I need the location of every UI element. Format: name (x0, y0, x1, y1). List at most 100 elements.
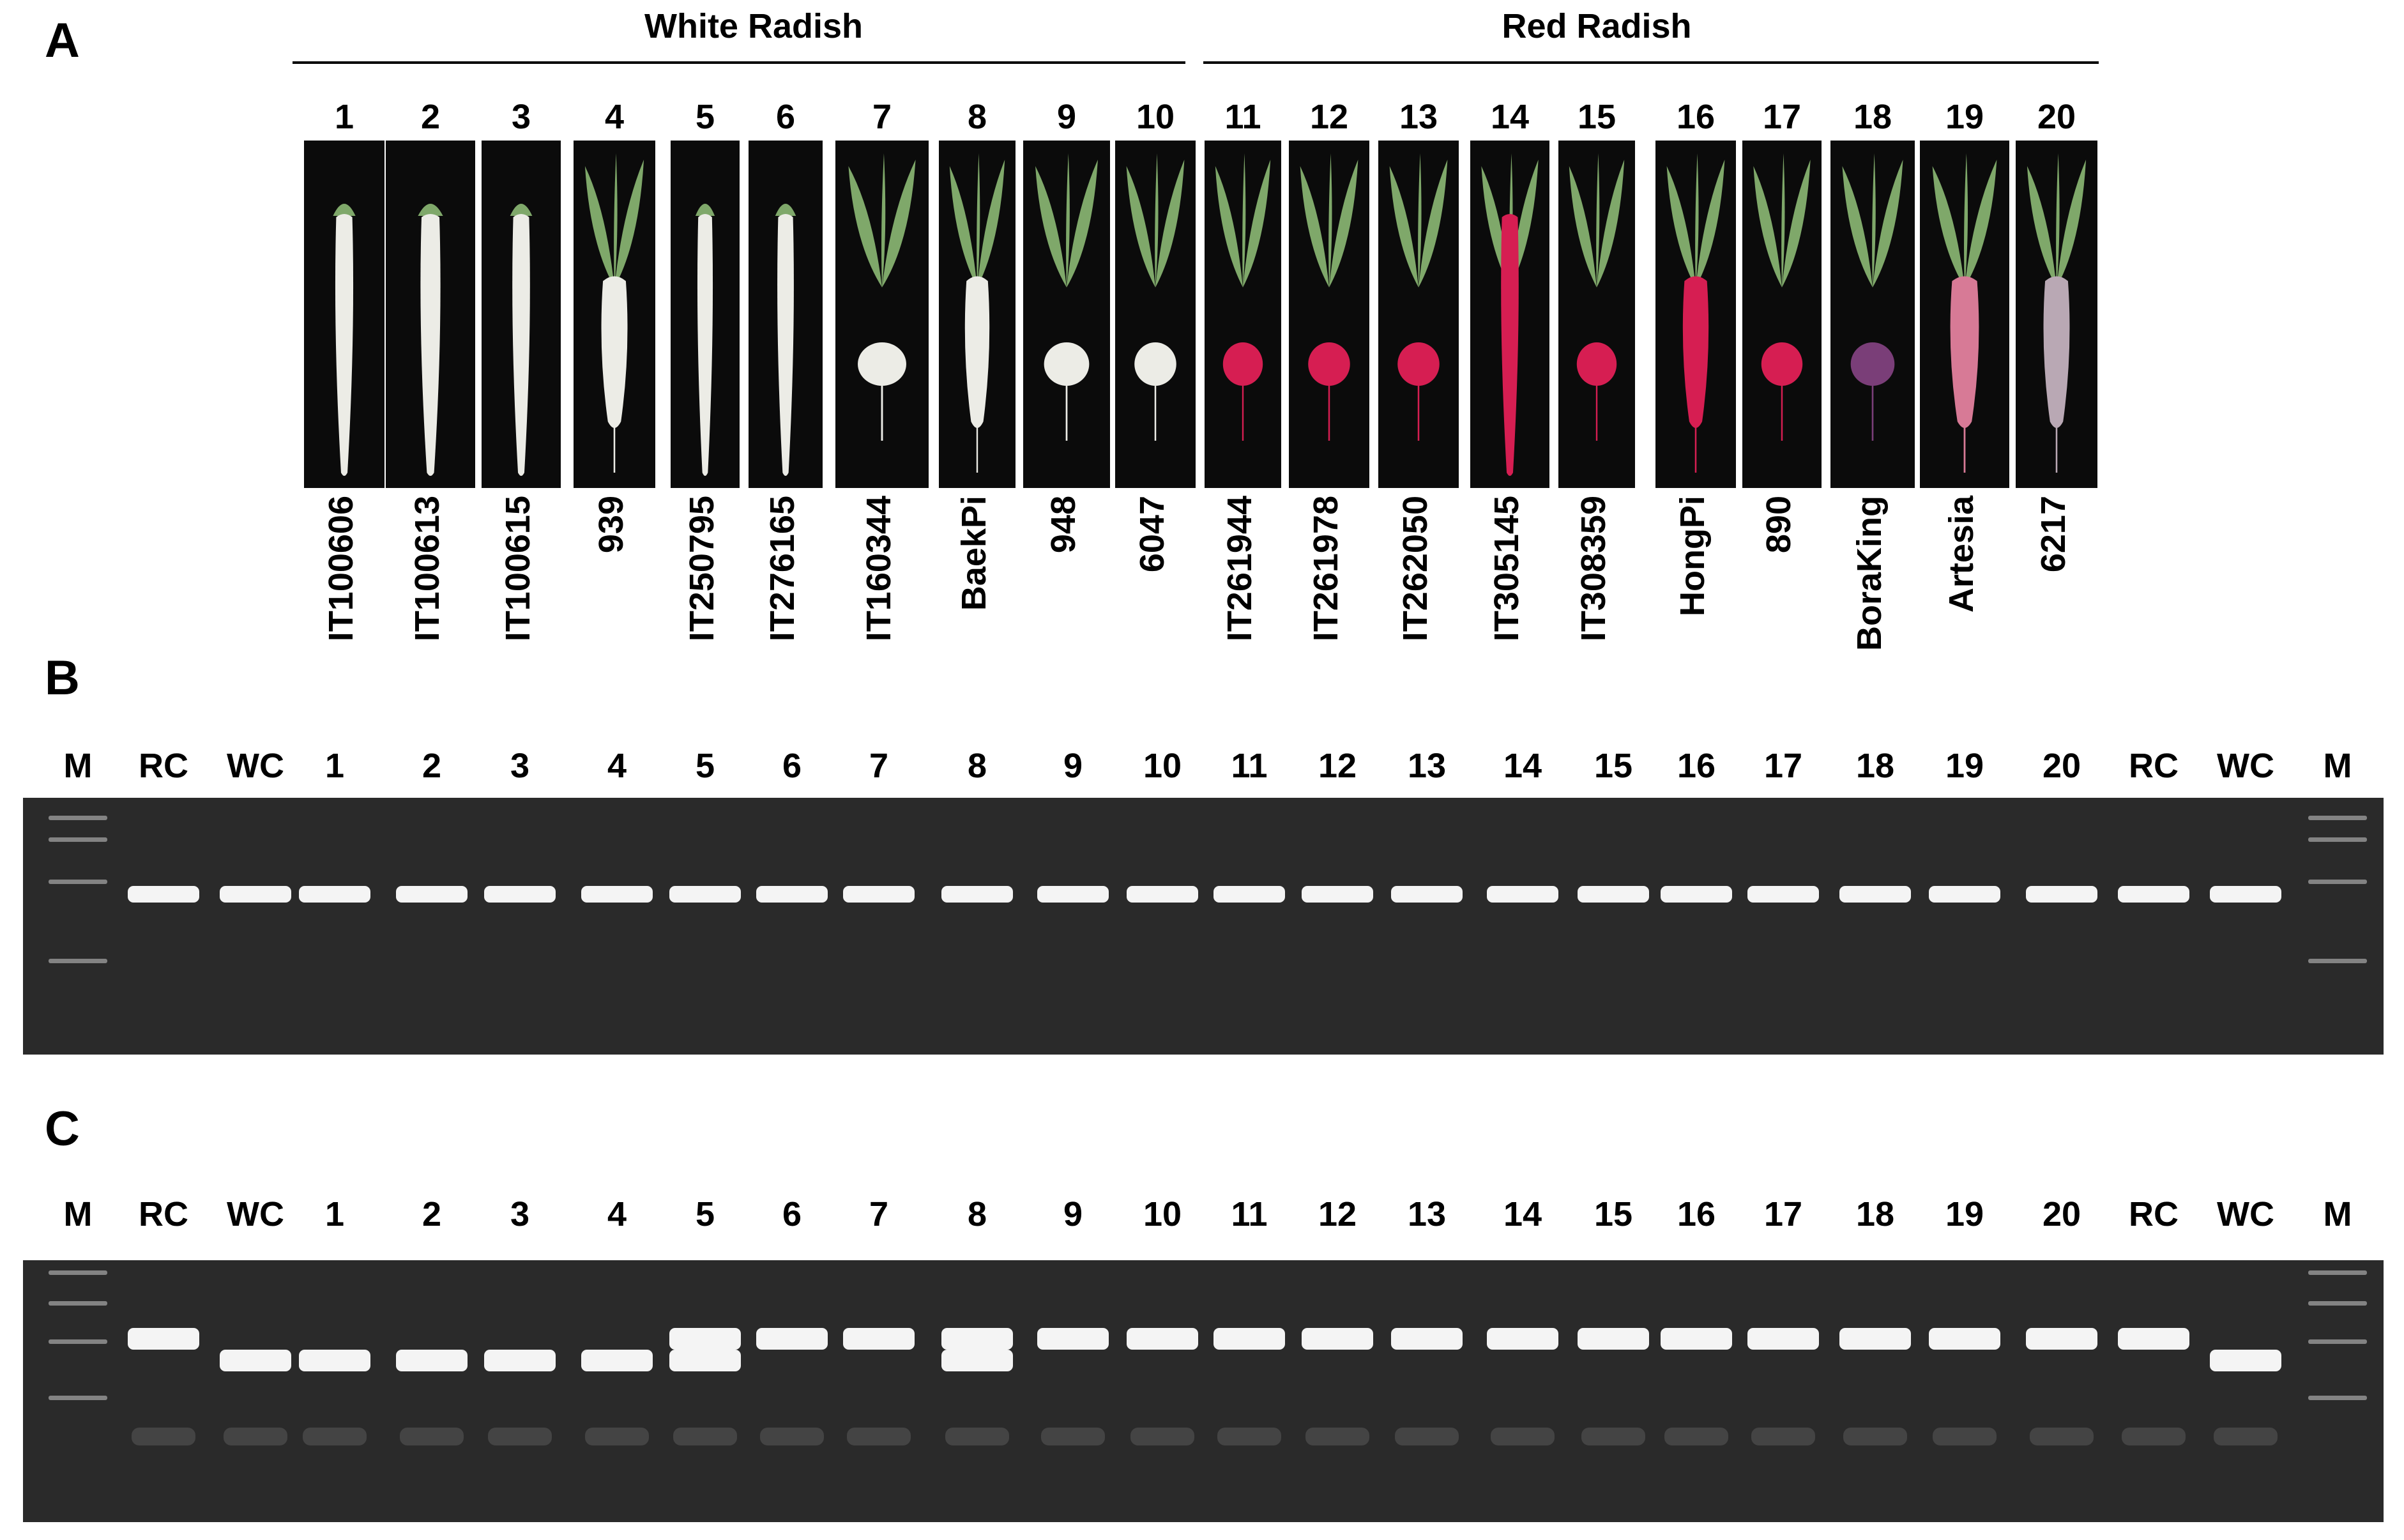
lane-label: 17 (1763, 1195, 1803, 1233)
lane-label: 15 (1594, 747, 1633, 785)
lane-label: 11 (1231, 747, 1268, 785)
sample-number: 14 (1490, 98, 1530, 136)
ladder-band (2308, 1270, 2367, 1275)
ladder-band (49, 837, 107, 842)
lane-label: 8 (967, 747, 987, 785)
pcr-band-upper (2026, 1328, 2097, 1350)
gel-c-image (23, 1260, 2384, 1522)
sample-number: 2 (420, 98, 441, 136)
lane-label: M (63, 747, 93, 785)
pcr-band-upper (1213, 1328, 1285, 1350)
pcr-band-upper (1302, 886, 1373, 903)
pcr-band-lower (299, 1350, 370, 1371)
pcr-band-upper (2118, 1328, 2189, 1350)
lane-label: 12 (1318, 1195, 1357, 1233)
sample-name: IT262050 (1396, 496, 1438, 687)
pcr-band-upper (941, 1328, 1013, 1350)
sample-name: IT100615 (499, 496, 540, 687)
ladder-band (2308, 1301, 2367, 1306)
lane-label: 15 (1594, 1195, 1633, 1233)
pcr-band-lower (484, 1350, 556, 1371)
sample-name: 6047 (1133, 496, 1175, 687)
lane-label: 19 (1945, 1195, 1984, 1233)
sample-number: 3 (511, 98, 531, 136)
pcr-band-lower (669, 1350, 741, 1371)
primer-dimer-smear (1217, 1428, 1281, 1445)
sample-name-text: 890 (1760, 496, 1798, 554)
lane-label: M (2323, 747, 2352, 785)
sample-name-text: BaekPi (955, 496, 993, 611)
pcr-band-upper (1391, 1328, 1463, 1350)
primer-dimer-smear (1843, 1428, 1907, 1445)
radish-photo (1742, 141, 1822, 488)
pcr-band-upper (1302, 1328, 1373, 1350)
pcr-band-upper (1037, 886, 1109, 903)
pcr-band-upper (581, 886, 653, 903)
sample-name: IT160344 (860, 496, 901, 687)
primer-dimer-smear (945, 1428, 1009, 1445)
primer-dimer-smear (1041, 1428, 1105, 1445)
pcr-band-upper (484, 886, 556, 903)
gel-c-svg (23, 1260, 2384, 1522)
sample-name: 6217 (2034, 496, 2076, 687)
pcr-band-upper (1578, 886, 1649, 903)
primer-dimer-smear (2122, 1428, 2186, 1445)
lane-label: 1 (324, 1195, 345, 1233)
pcr-band-upper (1839, 886, 1911, 903)
sample-name: IT261978 (1307, 496, 1348, 687)
lane-label: 1 (324, 747, 345, 785)
sample-number: 1 (334, 98, 354, 136)
white-radish-label: White Radish (644, 7, 863, 45)
radish-photo (574, 141, 655, 488)
lane-label: 4 (607, 747, 627, 785)
ladder-band (49, 880, 107, 884)
primer-dimer-smear (760, 1428, 824, 1445)
primer-dimer-smear (488, 1428, 552, 1445)
pcr-band-lower (2210, 1350, 2281, 1371)
primer-dimer-smear (1664, 1428, 1728, 1445)
lane-label: 6 (782, 1195, 802, 1233)
lane-label: 9 (1063, 1195, 1083, 1233)
sample-name-text: BoraKing (1850, 496, 1889, 651)
lane-label: 3 (510, 747, 530, 785)
sample-name-text: 939 (592, 496, 630, 554)
sample-number: 9 (1056, 98, 1077, 136)
pcr-band-upper (2118, 886, 2189, 903)
radish-photo (1655, 141, 1736, 488)
sample-name: IT261944 (1221, 496, 1262, 687)
radish-photo (749, 141, 823, 488)
primer-dimer-smear (224, 1428, 287, 1445)
lane-label: 9 (1063, 747, 1083, 785)
primer-dimer-smear (1305, 1428, 1369, 1445)
primer-dimer-smear (1395, 1428, 1459, 1445)
lane-label: 16 (1677, 1195, 1716, 1233)
sample-name-text: IT308359 (1574, 496, 1613, 642)
sample-number: 6 (775, 98, 796, 136)
pcr-band-upper (1578, 1328, 1649, 1350)
sample-number: 13 (1399, 98, 1438, 136)
pcr-band-upper (1487, 1328, 1558, 1350)
sample-name-text: IT262050 (1396, 496, 1434, 642)
radish-photo (386, 141, 475, 488)
ladder-band (2308, 959, 2367, 963)
sample-number: 11 (1224, 98, 1261, 136)
ladder-band (49, 959, 107, 963)
sample-name: IT276165 (763, 496, 805, 687)
lane-label: 10 (1143, 1195, 1182, 1233)
sample-name-text: 6047 (1133, 496, 1171, 573)
primer-dimer-smear (1751, 1428, 1815, 1445)
sample-number: 5 (695, 98, 715, 136)
radish-photo (1470, 141, 1549, 488)
primer-dimer-smear (1130, 1428, 1194, 1445)
lane-label: 20 (2042, 1195, 2081, 1233)
lane-label: M (63, 1195, 93, 1233)
sample-number: 16 (1676, 98, 1716, 136)
pcr-band-upper (128, 1328, 199, 1350)
lane-label: 13 (1407, 747, 1447, 785)
pcr-band-upper (756, 1328, 828, 1350)
panel-c-letter: C (45, 1102, 80, 1156)
sample-name-text: IT250795 (683, 496, 721, 642)
gel-background (23, 798, 2384, 1055)
pcr-band-upper (843, 886, 915, 903)
sample-name: IT100613 (408, 496, 450, 687)
